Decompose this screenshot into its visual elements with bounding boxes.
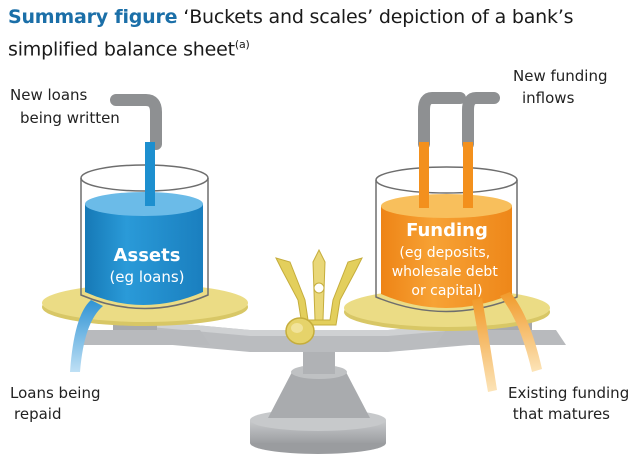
label-existing-funding: Existing funding that matures: [508, 384, 634, 423]
funding-detail-line: wholesale debt: [392, 264, 499, 280]
label-new-funding-line: inflows: [522, 89, 575, 107]
funding-heading: Funding: [406, 220, 488, 241]
label-existing-funding-line: that matures: [513, 405, 610, 423]
figure-title-lead: Summary figure: [8, 6, 178, 28]
label-new-loans: New loans being written: [10, 86, 120, 127]
funding-detail-line: or capital): [411, 283, 482, 299]
label-loans-repaid-line: repaid: [14, 405, 61, 423]
new-funding-pipe-right: [462, 92, 500, 208]
assets-bucket: [80, 164, 209, 310]
funding-detail: (eg deposits, wholesale debt or capital): [392, 245, 503, 299]
assets-detail: (eg loans): [109, 268, 184, 286]
label-loans-repaid: Loans being repaid: [10, 384, 105, 423]
new-funding-pipe-left: [418, 92, 466, 208]
maturing-funding-outflow-left: [472, 298, 497, 392]
label-new-loans-line: being written: [20, 109, 120, 127]
new-loans-pipe: [110, 94, 162, 206]
scale-pivot-pointer: [275, 248, 363, 326]
figure-title-note-marker: (a): [234, 38, 250, 51]
label-new-loans-line: New loans: [10, 86, 88, 104]
assets-detail-line: (eg loans): [109, 268, 184, 286]
figure-title: Summary figure ‘Buckets and scales’ depic…: [8, 4, 638, 63]
label-loans-repaid-line: Loans being: [10, 384, 101, 402]
assets-heading: Assets: [114, 245, 181, 266]
maturing-funding-outflow-right: [500, 292, 542, 372]
figure-title-text: ‘Buckets and scales’ depiction of a bank…: [8, 6, 574, 61]
loans-repaid-outflow: [70, 300, 103, 372]
funding-detail-line: (eg deposits,: [399, 245, 490, 261]
label-existing-funding-line: Existing funding: [508, 384, 629, 402]
label-new-funding: New funding inflows: [513, 67, 612, 107]
scale-pivot-knob: [285, 317, 315, 345]
label-new-funding-line: New funding: [513, 67, 608, 85]
funding-bucket: [375, 166, 518, 313]
